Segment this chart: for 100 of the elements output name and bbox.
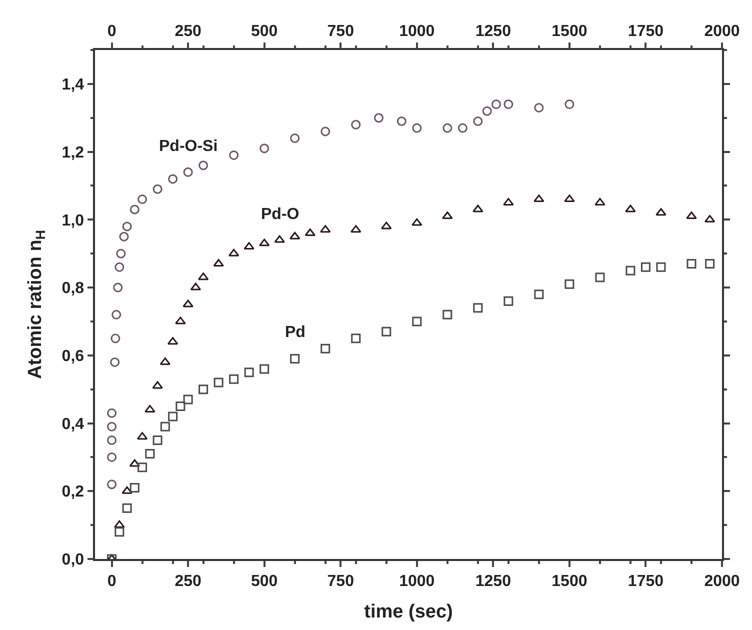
point [114,527,124,537]
point [473,116,483,126]
y-tick-label: 0,6 [62,348,84,365]
point [145,449,155,459]
point [625,204,636,212]
x-tick-label: 1500 [552,22,588,40]
point [213,259,224,267]
x2-tick-label: 0 [107,572,116,590]
point [175,316,186,324]
point [244,242,254,250]
y-tick-label: 0,0 [62,552,84,569]
point [656,208,666,216]
x2-tick-label: 500 [250,572,278,590]
y-tick-label: 0,4 [62,416,84,433]
point [110,357,120,367]
point [396,116,406,126]
y-tick-label: 0,8 [62,280,84,298]
point [504,296,514,306]
point [473,303,483,313]
point [503,198,514,206]
point [130,482,140,492]
point [350,225,362,233]
point [594,198,606,206]
point [382,326,392,336]
point [374,113,384,123]
point [290,354,300,364]
point [442,123,452,133]
point [119,232,129,242]
x2-tick-label: 750 [327,572,354,590]
point [290,133,300,143]
x-tick-label: 500 [250,22,278,40]
point [229,374,239,384]
point [113,282,123,292]
point [130,204,140,214]
point [686,259,696,269]
point [304,228,316,236]
x2-tick-label: 250 [174,572,202,590]
point [482,106,492,116]
point [442,310,452,320]
point [107,408,117,418]
point [564,100,574,110]
point [260,144,270,154]
point [214,378,224,388]
x-tick-label: 1000 [399,22,435,40]
series-label: Pd-O [261,206,300,223]
point [116,248,126,258]
point [176,402,186,412]
x2-tick-label: 1000 [399,572,435,590]
x2-tick-label: 2000 [704,572,740,590]
point [107,452,117,462]
y-tick-label: 1,4 [62,76,84,94]
point [114,262,124,272]
point [534,194,544,202]
x-axis-title: time (sec) [364,601,453,622]
point [183,394,193,404]
point [472,204,484,212]
point [122,222,132,232]
y-tick-label: 1,0 [62,212,84,230]
x-tick-label: 2000 [704,22,740,40]
point [144,404,156,412]
x2-tick-label: 1250 [475,572,512,590]
point [534,102,544,112]
x-tick-label: 750 [327,22,354,40]
point [110,334,120,344]
point [274,235,285,243]
series-label: Pd-O-Si [159,138,218,155]
x2-tick-label: 1500 [552,572,588,590]
point [351,334,361,344]
point [595,272,605,282]
x-tick-label: 250 [174,22,202,40]
point [564,279,574,289]
point [626,266,636,276]
x-tick-label: 1250 [475,22,512,40]
point [160,422,170,432]
point [107,422,117,432]
point [320,344,330,354]
point [107,480,117,490]
point [152,184,162,194]
point [138,462,148,472]
point [107,435,117,445]
point [183,167,193,177]
y-tick-label: 1,2 [62,144,84,162]
point [656,262,666,272]
point [182,300,194,308]
point [138,194,148,204]
x-tick-label: 0 [107,22,116,40]
point [458,123,468,133]
point [229,150,239,160]
point [412,316,422,326]
point [491,100,501,110]
point [122,503,132,513]
point [705,259,715,269]
point [320,126,330,136]
point [152,381,163,389]
point [640,262,650,272]
point [534,290,544,300]
point [168,174,178,184]
point [122,486,132,494]
point [351,120,361,130]
point [442,212,453,220]
